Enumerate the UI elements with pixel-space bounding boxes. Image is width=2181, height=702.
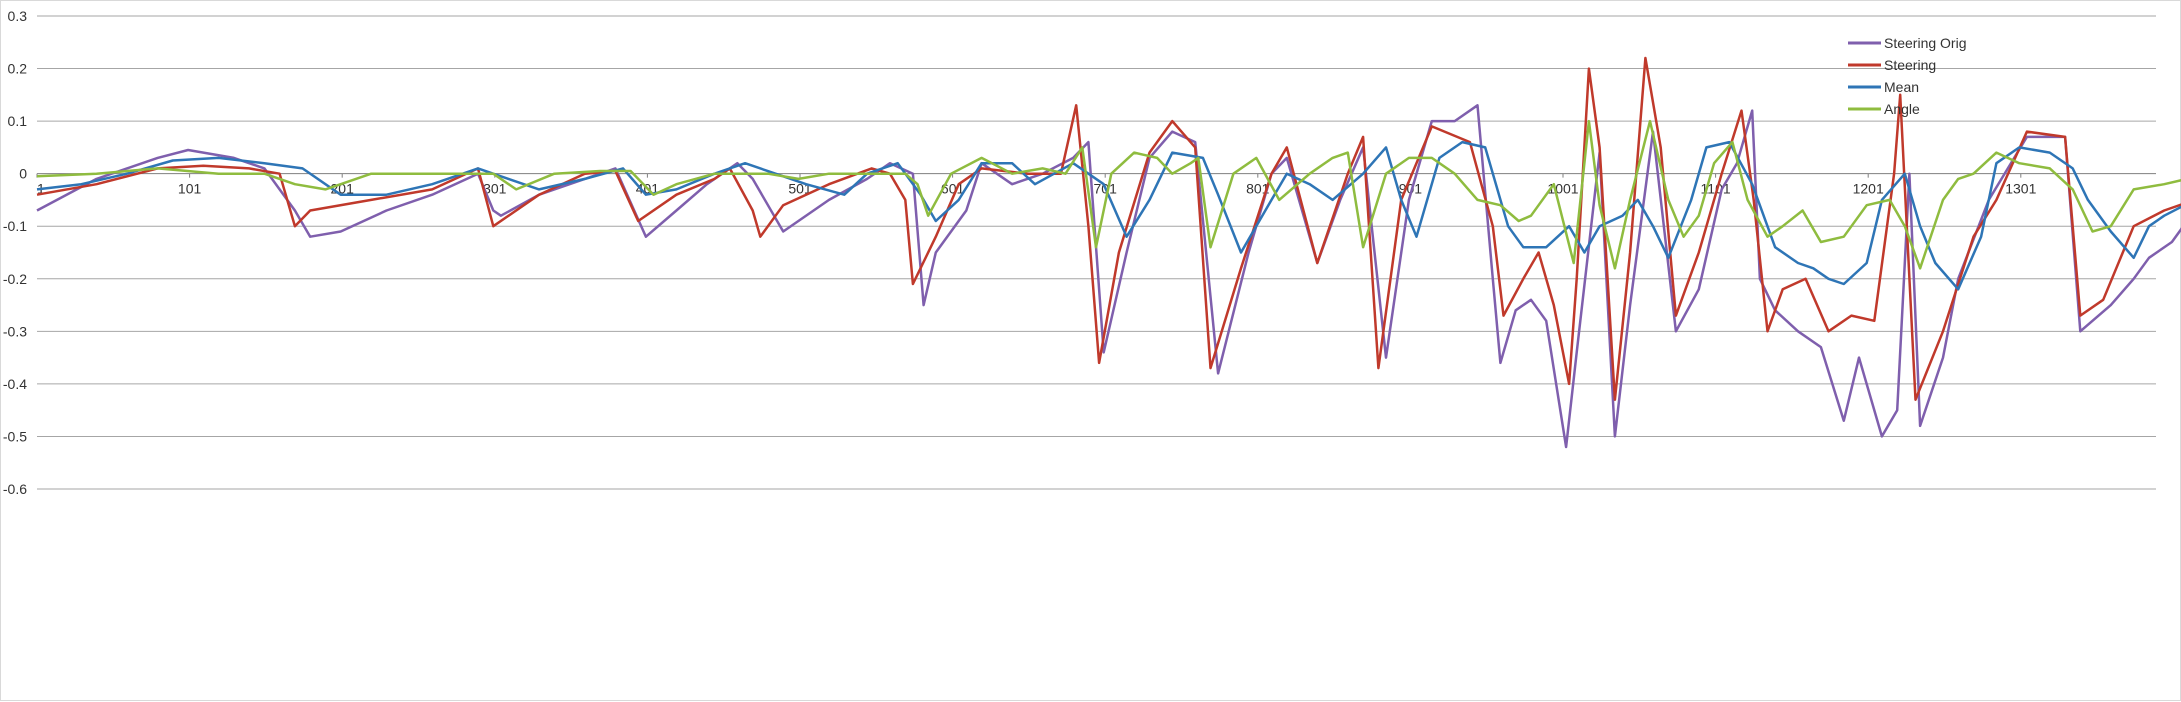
legend-label: Steering [1884,57,1936,73]
legend: Steering Orig Steering Mean Angle [1848,35,1966,117]
y-tick-label: -0.5 [3,428,27,444]
x-tick-label: 1301 [2005,181,2036,197]
x-tick-label: 101 [178,181,202,197]
x-tick-label: 1201 [1853,181,1884,197]
y-tick-label: -0.6 [3,481,27,497]
series-lines [36,56,2181,449]
x-tick-label: 301 [483,181,507,197]
x-tick-label: 801 [1246,181,1270,197]
legend-label: Mean [1884,79,1919,95]
y-tick-label: 0.1 [8,113,28,129]
y-tick-label: -0.1 [3,218,27,234]
y-tick-label: -0.3 [3,323,27,339]
y-tick-label: -0.2 [3,271,27,287]
x-tick-label: 1001 [1547,181,1578,197]
series-line-steering [36,56,2181,401]
legend-label: Angle [1884,101,1920,117]
series-line-angle [36,119,2181,270]
y-tick-label: 0.2 [8,61,28,77]
y-tick-label: 0 [19,166,27,182]
y-axis-tick-labels: 0.3 0.2 0.1 0 -0.1 -0.2 -0.3 -0.4 -0.5 -0.6 [3,8,27,497]
legend-label: Steering Orig [1884,35,1966,51]
series-line-steering-orig [36,104,2181,449]
y-tick-label: -0.4 [3,376,27,392]
y-tick-label: 0.3 [8,8,28,24]
